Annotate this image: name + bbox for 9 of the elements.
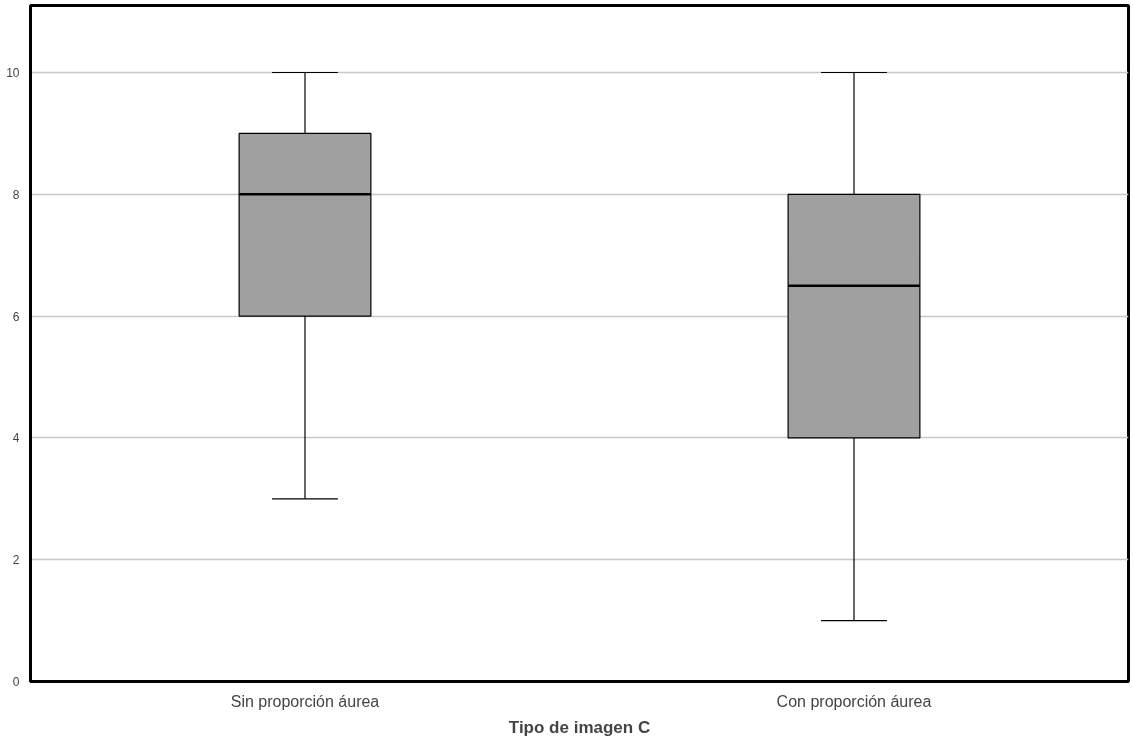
x-axis-title: Tipo de imagen C	[508, 717, 651, 737]
y-tick-label: 6	[12, 309, 20, 324]
x-tick-label: Sin proporción áurea	[230, 692, 380, 710]
y-tick-label: 10	[6, 65, 20, 80]
y-tick-label: 0	[12, 675, 20, 689]
y-tick-label: 4	[12, 431, 20, 446]
y-tick-label: 8	[12, 187, 20, 202]
x-tick-label: Con proporción áurea	[776, 692, 932, 710]
y-tick-label: 2	[12, 553, 20, 568]
